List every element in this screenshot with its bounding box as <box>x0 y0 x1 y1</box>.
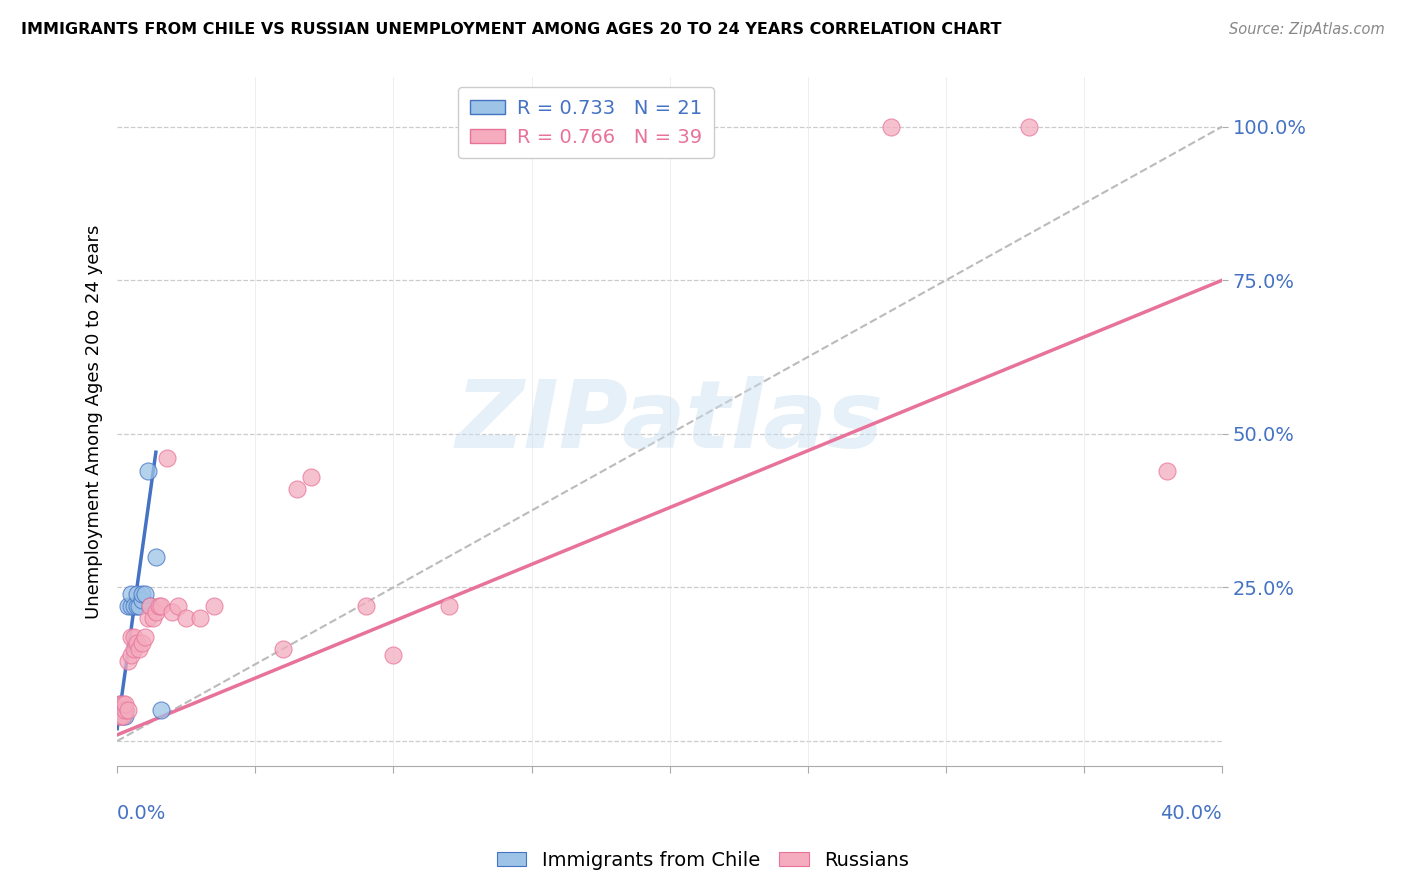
Point <box>136 611 159 625</box>
Point <box>1018 120 1040 134</box>
Point <box>188 611 211 625</box>
Point <box>125 636 148 650</box>
Point <box>880 120 903 134</box>
Point <box>136 464 159 478</box>
Legend: Immigrants from Chile, Russians: Immigrants from Chile, Russians <box>489 843 917 878</box>
Point <box>114 703 136 717</box>
Point <box>1156 464 1178 478</box>
Point <box>120 630 142 644</box>
Point <box>139 599 162 613</box>
Point <box>111 709 134 723</box>
Point <box>131 586 153 600</box>
Point <box>120 586 142 600</box>
Point <box>128 599 150 613</box>
Point <box>111 697 134 711</box>
Point <box>114 697 136 711</box>
Point <box>114 703 136 717</box>
Point <box>111 703 134 717</box>
Point <box>150 599 173 613</box>
Point <box>117 654 139 668</box>
Point <box>134 630 156 644</box>
Text: IMMIGRANTS FROM CHILE VS RUSSIAN UNEMPLOYMENT AMONG AGES 20 TO 24 YEARS CORRELAT: IMMIGRANTS FROM CHILE VS RUSSIAN UNEMPLO… <box>21 22 1001 37</box>
Point <box>120 648 142 662</box>
Point <box>128 641 150 656</box>
Point <box>285 482 308 496</box>
Point <box>117 599 139 613</box>
Point <box>145 605 167 619</box>
Point <box>437 599 460 613</box>
Point <box>114 709 136 723</box>
Point <box>122 630 145 644</box>
Text: 0.0%: 0.0% <box>117 805 166 823</box>
Point <box>382 648 405 662</box>
Point <box>122 599 145 613</box>
Point <box>299 470 322 484</box>
Point <box>131 592 153 607</box>
Point <box>111 709 134 723</box>
Point <box>108 697 131 711</box>
Point <box>117 703 139 717</box>
Point <box>108 709 131 723</box>
Point <box>134 586 156 600</box>
Point <box>125 599 148 613</box>
Text: ZIPatlas: ZIPatlas <box>456 376 884 467</box>
Point <box>120 599 142 613</box>
Point <box>125 586 148 600</box>
Point <box>122 641 145 656</box>
Point <box>156 451 179 466</box>
Point <box>271 641 294 656</box>
Point <box>148 599 170 613</box>
Point <box>162 605 184 619</box>
Point <box>167 599 190 613</box>
Legend: R = 0.733   N = 21, R = 0.766   N = 39: R = 0.733 N = 21, R = 0.766 N = 39 <box>458 87 714 158</box>
Text: 40.0%: 40.0% <box>1160 805 1222 823</box>
Point <box>354 599 377 613</box>
Point <box>202 599 225 613</box>
Point <box>108 703 131 717</box>
Point <box>108 703 131 717</box>
Point <box>139 599 162 613</box>
Point <box>108 697 131 711</box>
Point <box>174 611 197 625</box>
Y-axis label: Unemployment Among Ages 20 to 24 years: Unemployment Among Ages 20 to 24 years <box>86 224 103 619</box>
Point <box>108 709 131 723</box>
Text: Source: ZipAtlas.com: Source: ZipAtlas.com <box>1229 22 1385 37</box>
Point <box>131 636 153 650</box>
Point <box>145 549 167 564</box>
Point <box>150 703 173 717</box>
Point <box>108 709 131 723</box>
Point <box>142 611 165 625</box>
